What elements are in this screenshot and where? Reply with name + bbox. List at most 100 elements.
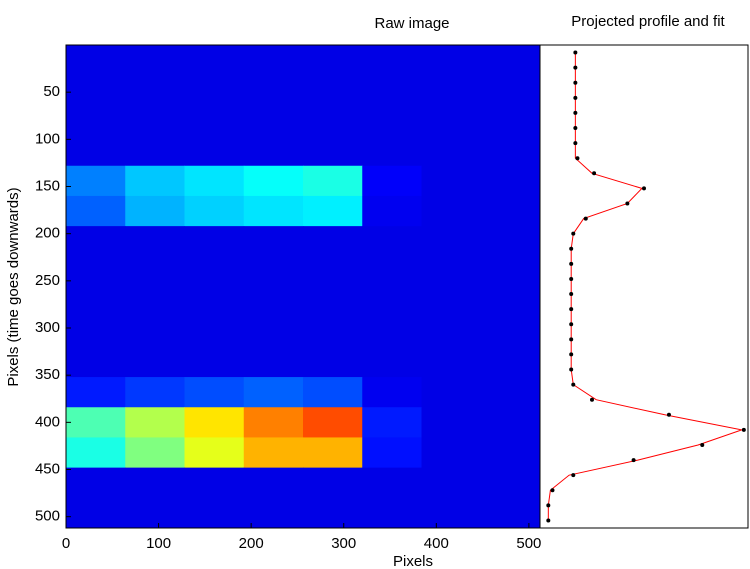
y-tick-label: 150 xyxy=(35,177,60,194)
heatmap-cell xyxy=(243,256,304,287)
heatmap-cell xyxy=(303,497,363,529)
profile-point xyxy=(573,141,578,146)
profile-point xyxy=(571,473,576,478)
profile-point xyxy=(571,382,576,387)
profile-point xyxy=(569,292,574,297)
heatmap-cell xyxy=(66,467,126,499)
heatmap-cell xyxy=(125,407,185,438)
heatmap-cell xyxy=(184,437,245,469)
heatmap-cell xyxy=(303,165,363,197)
x-axis-label: Pixels xyxy=(393,553,433,569)
heatmap-cell xyxy=(125,165,185,197)
heatmap-cell xyxy=(184,105,245,137)
y-tick-label: 100 xyxy=(35,130,60,147)
heatmap-cell xyxy=(125,316,185,348)
heatmap-cell xyxy=(421,226,482,257)
heatmap-cell xyxy=(421,407,482,438)
heatmap-cell xyxy=(243,407,304,438)
profile-point xyxy=(666,412,671,417)
x-tick-label: 400 xyxy=(424,535,449,552)
heatmap-cell xyxy=(243,105,304,137)
heatmap-cell xyxy=(480,105,541,137)
heatmap-cell xyxy=(66,377,126,408)
heatmap-cell xyxy=(243,497,304,529)
heatmap-cell xyxy=(362,407,422,438)
heatmap-cell xyxy=(362,377,422,408)
heatmap-cell xyxy=(480,407,541,438)
profile-point xyxy=(590,397,594,402)
heatmap-cell xyxy=(66,497,126,529)
heatmap-cell xyxy=(480,437,541,469)
heatmap-cell xyxy=(421,497,482,529)
heatmap-cell xyxy=(125,377,185,408)
heatmap-cell xyxy=(125,135,185,167)
heatmap-cell xyxy=(421,45,482,76)
fit-line xyxy=(547,52,744,521)
heatmap-cell xyxy=(303,346,363,378)
heatmap-cell xyxy=(421,467,482,499)
heatmap-cell xyxy=(362,286,422,318)
heatmap-cell xyxy=(421,256,482,287)
heatmap-cell xyxy=(421,75,482,106)
heatmap-cell xyxy=(243,316,304,348)
heatmap-cell xyxy=(303,286,363,318)
heatmap-cell xyxy=(184,256,245,287)
heatmap-cell xyxy=(184,226,245,257)
heatmap-cell xyxy=(184,407,245,438)
profile-point xyxy=(592,171,597,176)
profile-point xyxy=(583,216,588,221)
profile-point xyxy=(573,95,578,100)
y-tick-label: 200 xyxy=(35,225,60,242)
x-tick-label: 500 xyxy=(516,535,541,552)
heatmap-cell xyxy=(362,135,422,167)
y-axis-label: Pixels (time goes downwards) xyxy=(5,187,22,386)
heatmap-cell xyxy=(421,346,482,378)
heatmap-cell xyxy=(480,467,541,499)
heatmap-cell xyxy=(184,286,245,318)
heatmap-cell xyxy=(184,75,245,106)
heatmap-cell xyxy=(362,497,422,529)
y-tick-label: 350 xyxy=(35,366,60,383)
heatmap-cell xyxy=(125,467,185,499)
heatmap-cell xyxy=(66,316,126,348)
heatmap-cell xyxy=(66,75,126,106)
heatmap-cell xyxy=(66,226,126,257)
y-tick-label: 400 xyxy=(35,413,60,430)
heatmap-cell xyxy=(480,135,541,167)
heatmap-cell xyxy=(66,135,126,167)
heatmap-cell xyxy=(184,346,245,378)
heatmap-cell xyxy=(480,316,541,348)
profile-point xyxy=(546,503,551,508)
heatmap-cell xyxy=(243,226,304,257)
profile-point xyxy=(573,65,578,70)
profile-point xyxy=(569,246,574,251)
heatmap-cell xyxy=(184,135,245,167)
profile-point xyxy=(573,110,578,115)
heatmap-cell xyxy=(243,195,304,227)
heatmap-cell xyxy=(480,165,541,197)
heatmap-cell xyxy=(243,437,304,469)
heatmap-cell xyxy=(184,316,245,348)
heatmap-cell xyxy=(362,437,422,469)
y-tick-label: 300 xyxy=(35,319,60,336)
heatmap-cell xyxy=(421,377,482,408)
y-tick-label: 250 xyxy=(35,272,60,289)
heatmap-cell xyxy=(480,195,541,227)
heatmap-cell xyxy=(184,45,245,76)
heatmap-cell xyxy=(480,256,541,287)
heatmap-cell xyxy=(303,377,363,408)
heatmap-cell xyxy=(184,165,245,197)
x-tick-label: 0 xyxy=(62,535,70,552)
heatmap-cell xyxy=(421,195,482,227)
profile-point xyxy=(573,126,578,131)
heatmap-cell xyxy=(125,286,185,318)
profile-point xyxy=(573,50,578,55)
heatmap-cell xyxy=(66,407,126,438)
heatmap-cell xyxy=(480,45,541,76)
heatmap-cell xyxy=(421,105,482,137)
heatmap-cell xyxy=(362,105,422,137)
heatmap-cell xyxy=(362,75,422,106)
heatmap-cell xyxy=(421,437,482,469)
y-tick-label: 50 xyxy=(43,83,60,100)
heatmap-cell xyxy=(66,437,126,469)
